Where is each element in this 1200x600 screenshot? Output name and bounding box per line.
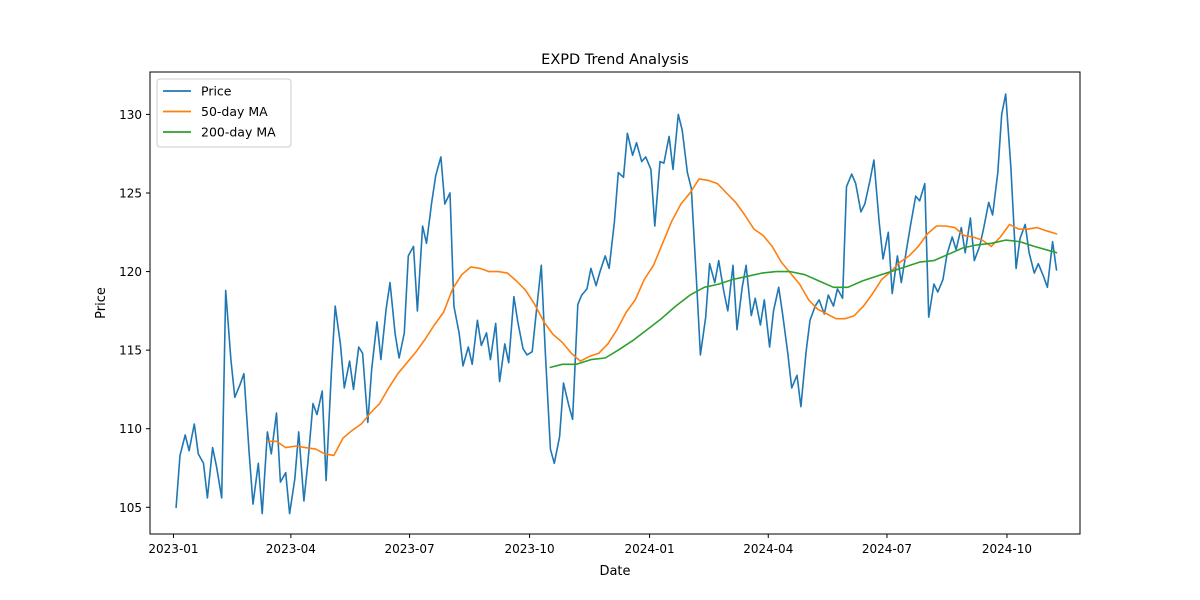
series-line-1 <box>266 178 1058 457</box>
legend-label-0: Price <box>201 84 232 99</box>
legend-label-1: 50-day MA <box>201 104 268 119</box>
x-tick-label: 2023-04 <box>266 542 316 556</box>
legend-label-2: 200-day MA <box>201 125 276 140</box>
x-tick-label: 2023-01 <box>148 542 198 556</box>
plot-area <box>150 72 1080 534</box>
y-tick-label: 105 <box>119 501 142 515</box>
series-1 <box>266 178 1058 457</box>
series-line-0 <box>175 93 1058 515</box>
x-tick-label: 2024-01 <box>624 542 674 556</box>
x-axis: 2023-01 2023-04 2023-07 2023-10 2024-01 2024-… <box>148 534 1032 556</box>
series-0 <box>175 93 1058 515</box>
y-axis-label: Price <box>94 287 109 319</box>
plot-frame <box>149 71 1081 535</box>
x-axis-label: Date <box>599 564 630 579</box>
series-layer <box>175 93 1058 515</box>
x-tick-label: 2024-04 <box>743 542 793 556</box>
y-tick-label: 110 <box>119 422 142 436</box>
chart-title: EXPD Trend Analysis <box>541 52 689 68</box>
legend: Price 50-day MA 200-day MA <box>156 78 292 148</box>
y-tick-label: 125 <box>119 187 142 201</box>
x-tick-label: 2024-10 <box>982 542 1032 556</box>
y-axis: 105 110 115 120 125 130 <box>119 108 150 515</box>
y-tick-label: 120 <box>119 265 142 279</box>
series-line-2 <box>549 239 1058 369</box>
series-2 <box>549 239 1058 369</box>
y-tick-label: 115 <box>119 344 142 358</box>
x-tick-label: 2023-10 <box>504 542 554 556</box>
legend-box <box>156 78 292 148</box>
y-tick-label: 130 <box>119 108 142 122</box>
x-tick-label: 2023-07 <box>384 542 434 556</box>
x-tick-label: 2024-07 <box>862 542 912 556</box>
